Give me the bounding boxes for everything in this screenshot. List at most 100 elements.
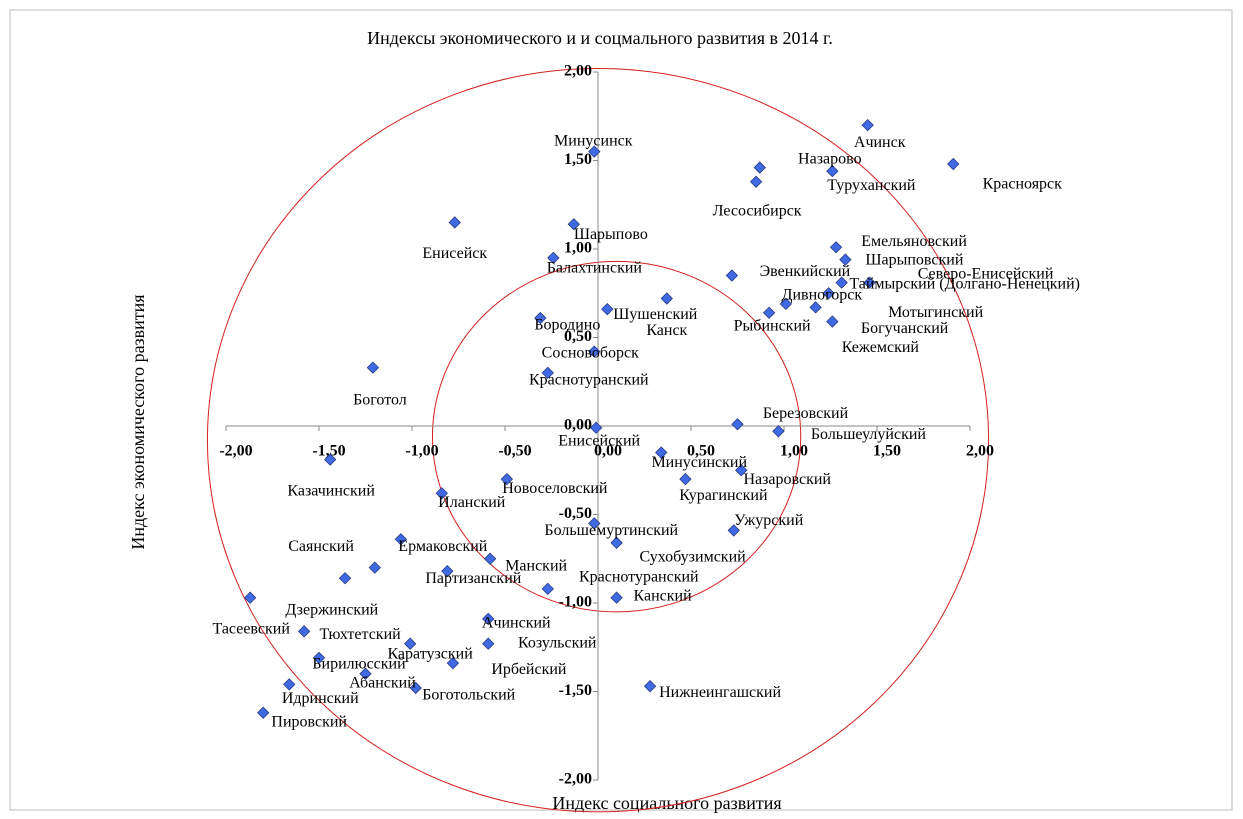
point-label: Казачинский <box>287 482 375 499</box>
point <box>500 472 514 486</box>
point <box>482 637 495 650</box>
point <box>727 524 740 537</box>
x-tick-label: -1,00 <box>405 443 438 460</box>
point <box>257 706 270 719</box>
point-label: Новоселовский <box>502 480 608 497</box>
point-label: Саянский <box>288 538 354 555</box>
point-label: Назаровский <box>743 471 831 488</box>
point <box>779 297 793 311</box>
point <box>947 157 960 171</box>
point-label: Козульский <box>518 634 597 651</box>
point-label: Красноярск <box>983 176 1063 193</box>
point-label: Емельяновский <box>861 233 967 250</box>
point <box>541 366 554 380</box>
point <box>541 582 554 595</box>
point-label: Енисейский <box>558 432 640 449</box>
point <box>366 361 380 374</box>
point-label: Балахтинский <box>547 260 643 277</box>
point <box>359 667 372 680</box>
circle <box>431 260 802 613</box>
point <box>655 446 668 459</box>
point <box>297 625 311 638</box>
point-label: Курагинский <box>679 487 768 504</box>
point-label: Сосновоборск <box>542 344 639 361</box>
point <box>839 253 852 266</box>
point-label: Бирилюсский <box>312 656 406 673</box>
point-label: Бородино <box>534 317 600 334</box>
point <box>588 517 601 530</box>
x-tick-label: 0,00 <box>594 443 622 460</box>
point-label: Дивногорск <box>782 287 863 304</box>
point-label: Шушенский <box>613 306 698 323</box>
point <box>643 680 657 693</box>
point-label: Рыбинский <box>734 317 811 334</box>
point-label: Идринский <box>282 690 359 707</box>
point <box>283 678 296 691</box>
x-tick-label: 1,00 <box>780 443 808 460</box>
point-label: Таймырский (Долгано-Ненецкий) <box>849 275 1080 292</box>
point-label: Канск <box>646 322 687 339</box>
point-label: Ужурский <box>734 512 803 529</box>
point-label: Манский <box>505 557 567 574</box>
x-tick-label: 2,00 <box>966 443 994 460</box>
point-label: Лесосибирск <box>713 202 802 219</box>
point <box>660 292 673 305</box>
point <box>403 637 417 650</box>
y-tick-label: -2,00 <box>559 771 592 788</box>
point-label: Минусинск <box>554 132 633 149</box>
point <box>547 251 560 265</box>
point <box>835 276 848 289</box>
point <box>749 175 763 188</box>
point-label: Шарыповский <box>865 251 963 268</box>
point <box>679 472 692 486</box>
point-label: Пировский <box>271 713 347 730</box>
point-label: Боготол <box>353 391 407 408</box>
point-label: Дзержинский <box>285 601 378 618</box>
point <box>588 145 601 158</box>
point <box>753 161 766 174</box>
point <box>394 533 407 546</box>
point-label: Енисейск <box>422 245 487 262</box>
point <box>826 164 839 178</box>
point-label: Минусинский <box>651 454 747 471</box>
point <box>772 425 785 438</box>
y-tick-label: 2,00 <box>564 63 592 80</box>
point-label: Партизанский <box>425 570 521 587</box>
point <box>601 303 614 316</box>
point-label: Каратузский <box>387 645 473 662</box>
point-label: Ачинск <box>854 134 906 151</box>
point-label: Боготольский <box>422 687 515 704</box>
circle <box>206 67 990 813</box>
point <box>441 564 454 578</box>
point <box>610 536 623 549</box>
point-label: Богучанский <box>861 320 949 337</box>
point <box>589 421 603 434</box>
point <box>409 681 422 695</box>
x-tick-label: -1,50 <box>312 443 345 460</box>
y-tick-label: 0,50 <box>564 328 592 345</box>
point-label: Мотыгинский <box>888 304 983 321</box>
point-label: Абанский <box>349 674 416 691</box>
point-label: Нижнеингашский <box>659 684 781 701</box>
point <box>482 612 495 626</box>
point <box>725 269 739 282</box>
point <box>809 301 822 314</box>
x-tick-label: 1,50 <box>873 443 901 460</box>
point <box>863 276 876 289</box>
point-label: Березовский <box>763 405 849 422</box>
point <box>435 487 448 500</box>
y-tick-label: 1,50 <box>564 151 592 168</box>
x-tick-label: -2,00 <box>219 443 252 460</box>
point-label: Ирбейский <box>491 661 567 678</box>
point <box>731 418 744 431</box>
chart-title: Индексы экономического и и соцмального р… <box>367 28 833 48</box>
point-label: Краснотуранский <box>579 569 699 586</box>
x-axis-title: Индекс социального развития <box>552 793 781 813</box>
point <box>338 572 352 585</box>
y-tick-label: 1,00 <box>564 240 592 257</box>
point <box>534 311 547 325</box>
point <box>244 591 257 604</box>
point <box>610 591 623 604</box>
y-tick-label: -0,50 <box>559 505 592 522</box>
